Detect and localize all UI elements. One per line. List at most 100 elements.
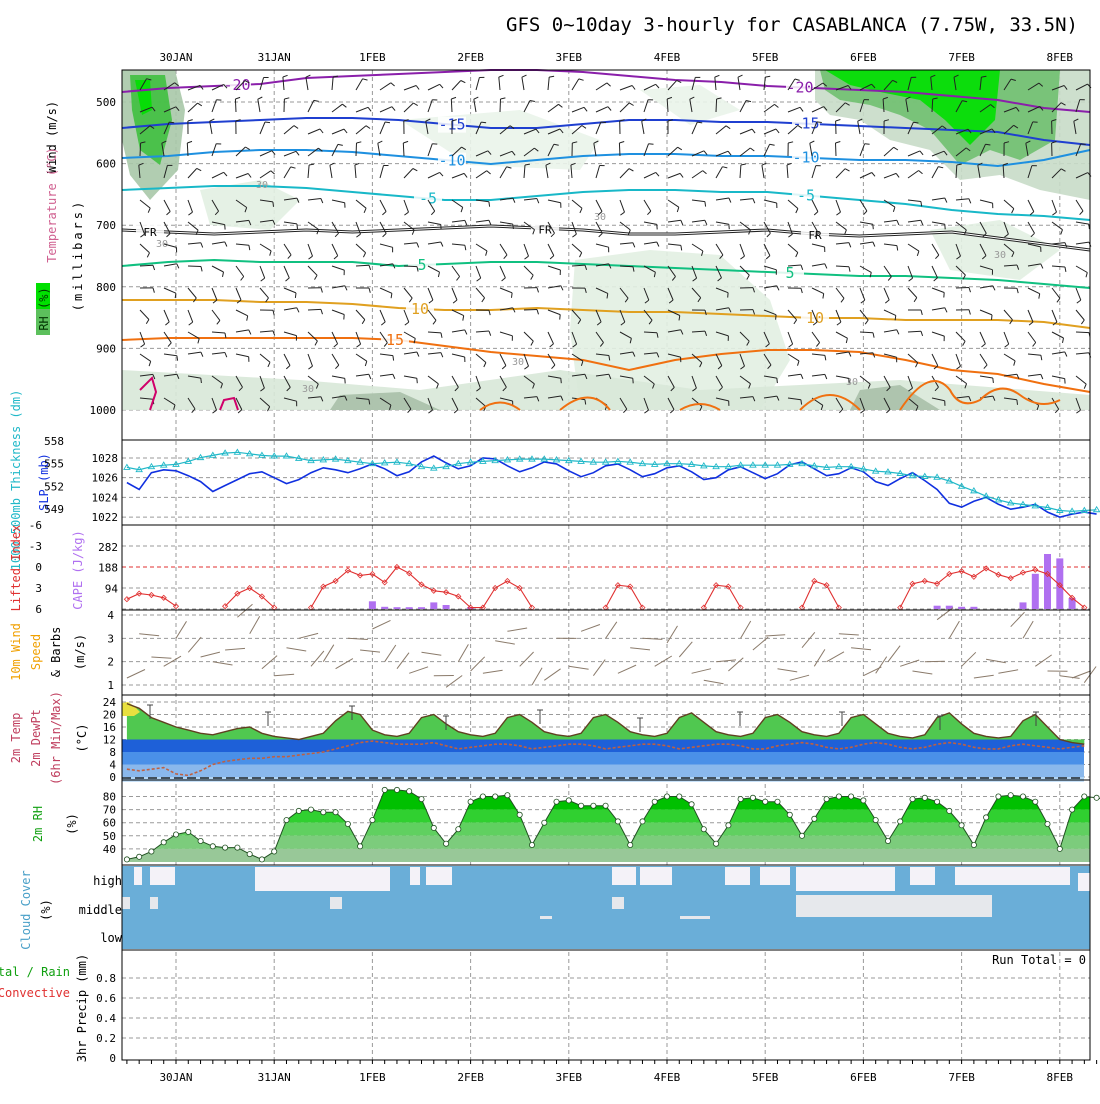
upper-wind-barb-flag [705, 202, 706, 207]
cape-bar [1032, 574, 1039, 609]
rh2m-point [701, 827, 706, 832]
slp-tick: 1024 [92, 491, 119, 504]
label-precip-a: Total / Rain [0, 965, 70, 979]
upper-wind-barb-flag [513, 224, 514, 229]
upper-wind-barb [356, 143, 357, 156]
contour-label-p5: 5 [417, 256, 426, 274]
wind10-tick: 3 [107, 632, 114, 645]
upper-wind-barb-flag [601, 122, 606, 123]
upper-wind-barb [956, 288, 969, 289]
label-cloud-unit: (%) [39, 899, 53, 921]
rh2m-tick: 80 [103, 790, 116, 803]
rh2m-point [1008, 793, 1013, 798]
upper-wind-barb [836, 143, 837, 156]
cape-bar [406, 607, 413, 609]
rh2m-tick: 70 [103, 804, 116, 817]
temp2m-tick: 0 [109, 771, 116, 784]
cloud-high-clear [255, 867, 390, 891]
label-wind10-a: 10m Wind [9, 623, 23, 681]
rh2m-point [210, 844, 215, 849]
rh2m-point [566, 798, 571, 803]
rh2m-point [456, 827, 461, 832]
label-wind10-c: & Barbs [49, 627, 63, 678]
rh2m-point [1070, 807, 1075, 812]
rh2m-point [910, 797, 915, 802]
wind10-tick: 1 [107, 679, 114, 692]
upper-wind-barb [620, 266, 633, 267]
rh2m-point [1020, 794, 1025, 799]
upper-wind-barb-flag [177, 356, 178, 361]
rh2m-point [480, 794, 485, 799]
cape-bar [934, 606, 941, 609]
rh2m-point [468, 799, 473, 804]
label-rh2m: 2m RH [31, 806, 45, 842]
pressure-tick: 700 [96, 219, 116, 232]
rh2m-point [861, 798, 866, 803]
cloud-mid-clear [796, 895, 992, 917]
rh-contour-label: 30 [302, 384, 314, 395]
cloud-mid-clear [540, 916, 552, 919]
date-label-top: 31JAN [258, 51, 291, 64]
cloud-high-clear [725, 867, 750, 885]
rh2m-point [345, 821, 350, 826]
rh2m-point [124, 857, 129, 862]
upper-wind-barb [188, 266, 201, 267]
upper-wind-barb [619, 143, 620, 156]
rh2m-point [419, 797, 424, 802]
label-precip-b: Convective [0, 986, 70, 1000]
rh2m-point [198, 838, 203, 843]
precip-tick: 0.2 [96, 1032, 116, 1045]
upper-wind-barb-flag [512, 293, 513, 298]
cape-tick: 282 [98, 541, 118, 554]
rh2m-point [615, 819, 620, 824]
pressure-tick: 900 [96, 342, 116, 355]
rh2m-point [984, 815, 989, 820]
cloud-high-clear [150, 867, 175, 885]
date-label-bottom: 4FEB [654, 1071, 681, 1084]
cloud-mid-clear [150, 897, 158, 909]
rh2m-point [272, 849, 277, 854]
label-pressure: (millibars) [71, 199, 85, 311]
contour-label-m5: -5 [419, 190, 437, 208]
wind10-tick: 4 [107, 609, 114, 622]
contour-label-m20: -20 [223, 76, 250, 94]
precip-tick: 0.6 [96, 992, 116, 1005]
upper-wind-barb [187, 143, 188, 156]
rh2m-point [603, 803, 608, 808]
rh2m-point [554, 799, 559, 804]
label-temp2m-a: 2m Temp [9, 713, 23, 764]
temp2m-tick: 12 [103, 734, 116, 747]
rh-contour-label: 30 [994, 250, 1006, 261]
upper-wind-barb-flag [297, 224, 298, 229]
temp-band [122, 765, 1084, 778]
rh2m-point [259, 857, 264, 862]
cloud-high-clear [796, 867, 895, 891]
precip-tick: 0.8 [96, 972, 116, 985]
cape-bar [430, 602, 437, 609]
label-wind10-unit: (m/s) [73, 634, 87, 670]
rh2m-point [382, 787, 387, 792]
date-label-top: 5FEB [752, 51, 779, 64]
rh2m-tick: 40 [103, 843, 116, 856]
upper-wind-barb-flag [273, 202, 274, 207]
label-wind10-b: Speed [29, 634, 43, 670]
rh2m-point [763, 799, 768, 804]
rh2m-point [947, 808, 952, 813]
contour-label-p15: 15 [386, 331, 404, 349]
date-label-top: 2FEB [457, 51, 484, 64]
date-label-bottom: 3FEB [556, 1071, 583, 1084]
date-label-top: 4FEB [654, 51, 681, 64]
cloud-high-clear [910, 867, 935, 885]
cape-bar [1020, 602, 1027, 609]
upper-wind-barb-flag [1089, 224, 1090, 229]
label-rh: RH (%) [37, 287, 51, 330]
rh2m-point [898, 819, 903, 824]
run-total: Run Total = 0 [992, 953, 1086, 967]
rh2m-point [1094, 795, 1099, 800]
rh2m-point [591, 803, 596, 808]
date-label-bottom: 1FEB [359, 1071, 386, 1084]
li-tick: 6 [35, 603, 42, 616]
pressure-tick: 600 [96, 158, 116, 171]
label-cloud-middle: middle [79, 903, 122, 917]
